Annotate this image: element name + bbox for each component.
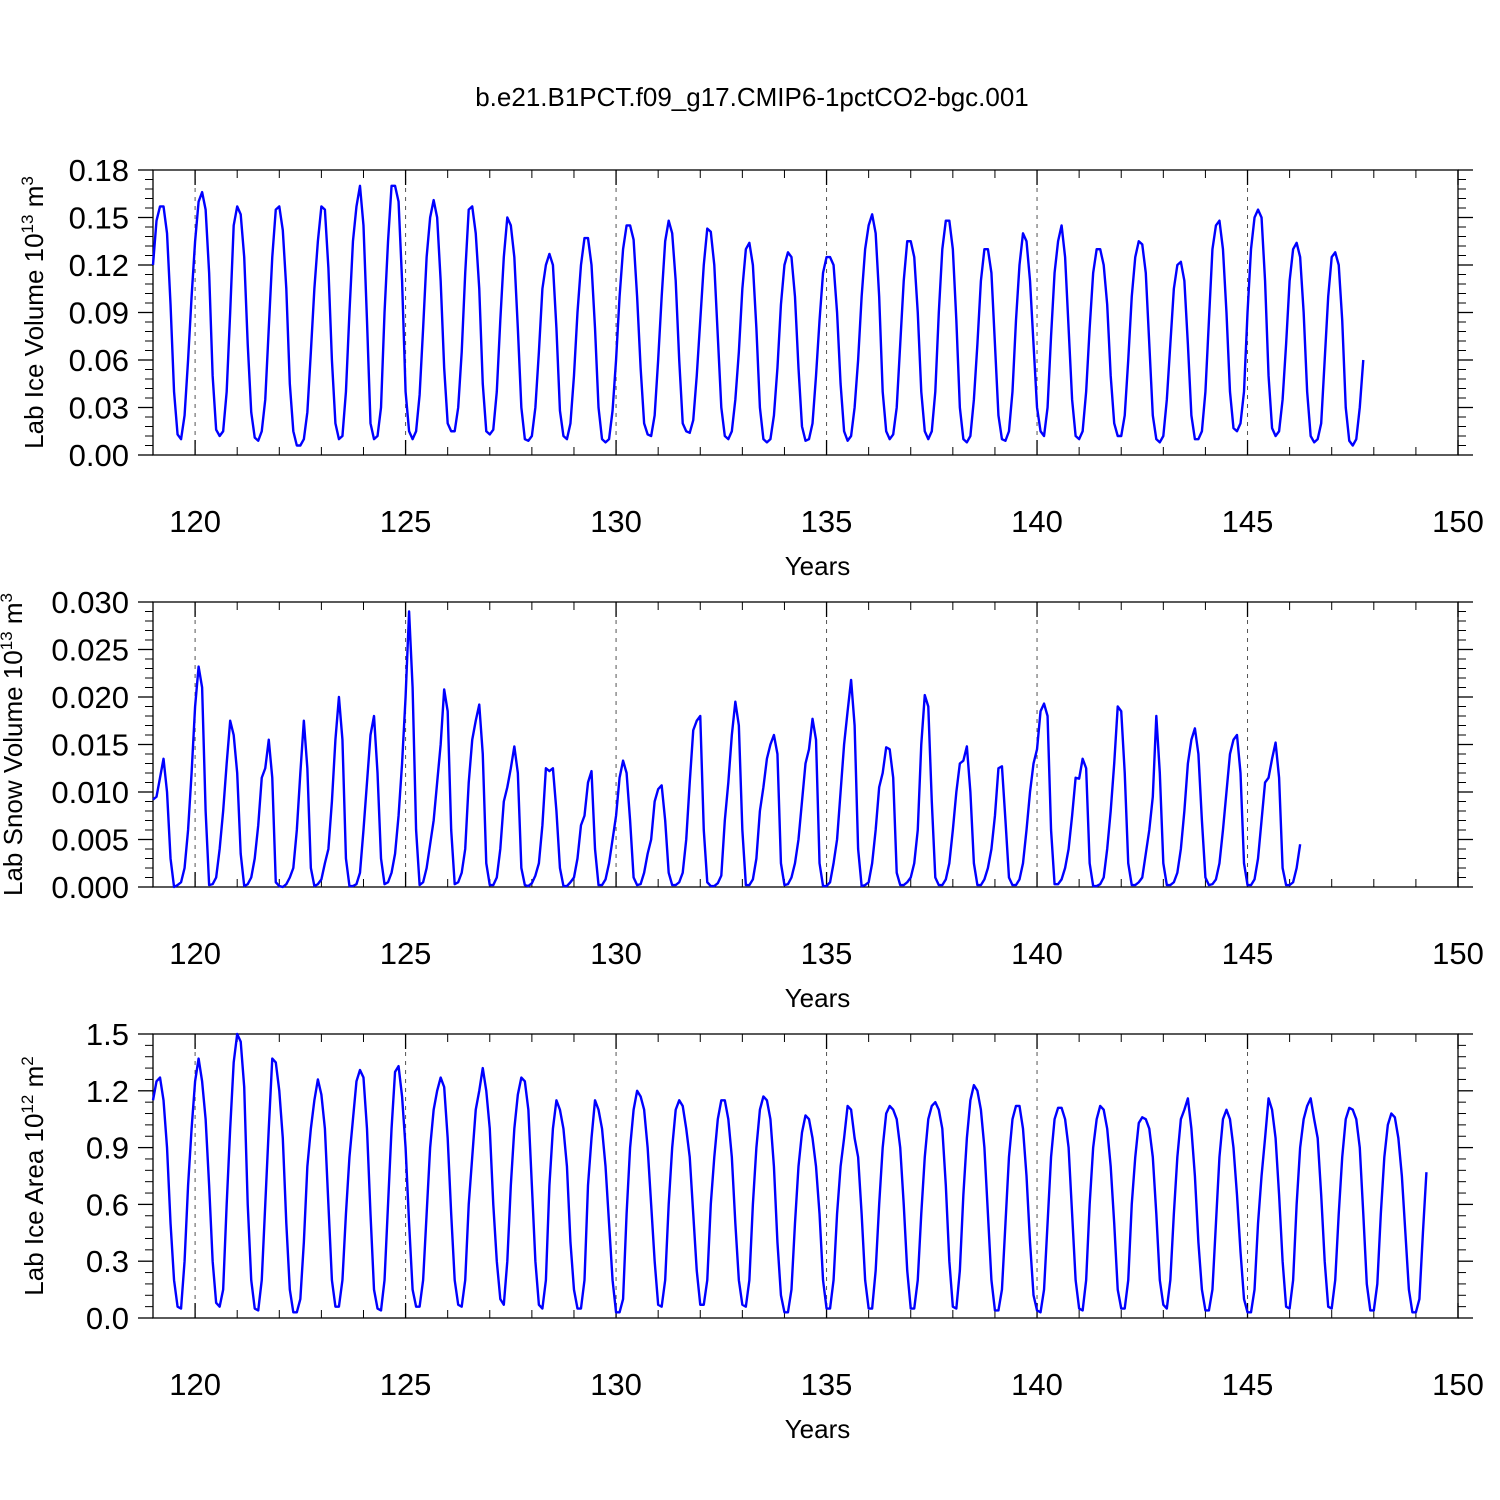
x-tick-label: 125: [380, 504, 432, 539]
x-tick-label: 150: [1432, 936, 1484, 971]
x-tick-label: 130: [590, 504, 642, 539]
y-tick-label: 0.000: [51, 870, 129, 905]
x-tick-label: 125: [380, 1367, 432, 1402]
series-line-1: [151, 1032, 1428, 1314]
x-tick-label: 135: [801, 504, 853, 539]
y-tick-label: 0.9: [86, 1131, 129, 1166]
plot-frame: [152, 169, 1459, 456]
chart-panel-2: 120 125 130 135 140 145 150 0.000 0.005 0.010 0.01…: [0, 585, 1484, 1013]
y-tick-label: 1.5: [86, 1017, 129, 1052]
y-tick-label: 0.005: [51, 823, 129, 858]
x-tick-label: 130: [590, 936, 642, 971]
series-line-1: [151, 184, 1365, 447]
x-tick-label: 140: [1011, 504, 1063, 539]
chart-panel-3: 120 125 130 135 140 145 150 0.0 0.3 0.6 0.9 1.2 1.5 Y…: [18, 1017, 1484, 1444]
plot-frame: [152, 601, 1459, 888]
y-tick-label: 0.12: [69, 248, 129, 283]
chart-panels: 120 125 130 135 140 145 150 0.00 0.03 0.06 0.09 0.1…: [0, 153, 1484, 1444]
y-tick-label: 0.06: [69, 343, 129, 378]
y-tick-label: 0.03: [69, 391, 129, 426]
y-tick-label: 0.6: [86, 1187, 129, 1222]
y-tick-label: 0.00: [69, 438, 129, 473]
y-tick-label: 0.15: [69, 201, 129, 236]
x-tick-label: 145: [1222, 504, 1274, 539]
chart-panel-1: 120 125 130 135 140 145 150 0.00 0.03 0.06 0.09 0.1…: [18, 153, 1484, 581]
y-axis-label: Lab Ice Volume 1013 m3: [18, 176, 49, 449]
y-axis-label: Lab Snow Volume 1013 m3: [0, 593, 28, 896]
x-tick-label: 135: [801, 1367, 853, 1402]
y-tick-label: 0.015: [51, 728, 129, 763]
series-line-1: [152, 610, 1302, 889]
y-tick-label: 0.030: [51, 585, 129, 620]
y-axis-label: Lab Ice Area 1012 m2: [18, 1056, 49, 1295]
x-tick-label: 120: [169, 1367, 221, 1402]
y-tick-label: 0.010: [51, 775, 129, 810]
x-tick-label: 120: [169, 936, 221, 971]
y-tick-label: 0.020: [51, 680, 129, 715]
figure-title: b.e21.B1PCT.f09_g17.CMIP6-1pctCO2-bgc.00…: [475, 82, 1029, 112]
x-tick-label: 145: [1222, 1367, 1274, 1402]
x-tick-label: 125: [380, 936, 432, 971]
y-tick-label: 0.3: [86, 1244, 129, 1279]
x-tick-label: 145: [1222, 936, 1274, 971]
x-tick-label: 150: [1432, 1367, 1484, 1402]
x-axis-label: Years: [785, 1414, 851, 1444]
y-tick-label: 0.09: [69, 296, 129, 331]
plot-frame: [152, 1033, 1459, 1319]
x-axis-label: Years: [785, 983, 851, 1013]
x-tick-label: 140: [1011, 936, 1063, 971]
x-axis-label: Years: [785, 551, 851, 581]
x-tick-label: 150: [1432, 504, 1484, 539]
y-tick-label: 0.0: [86, 1301, 129, 1336]
x-tick-label: 135: [801, 936, 853, 971]
y-tick-label: 1.2: [86, 1074, 129, 1109]
y-tick-label: 0.025: [51, 633, 129, 668]
y-tick-label: 0.18: [69, 153, 129, 188]
x-tick-label: 130: [590, 1367, 642, 1402]
x-tick-label: 140: [1011, 1367, 1063, 1402]
x-tick-label: 120: [169, 504, 221, 539]
